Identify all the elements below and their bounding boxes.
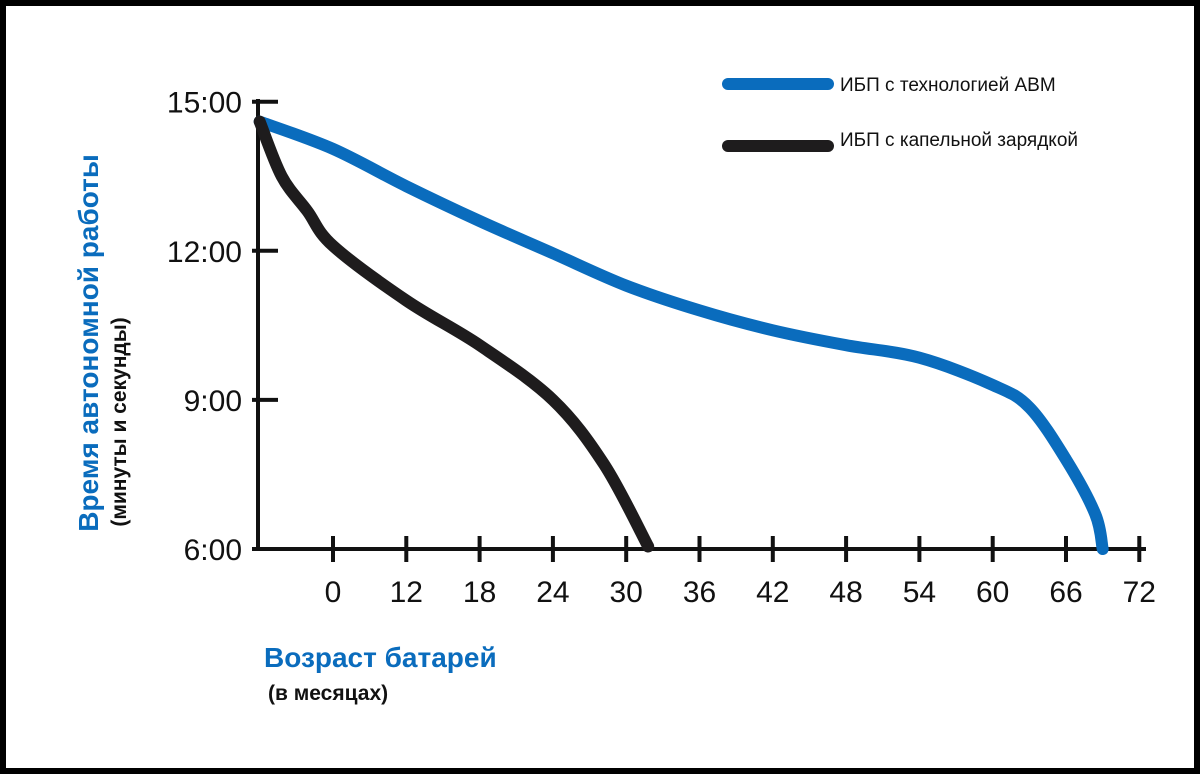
x-tick-label: 0 <box>325 576 342 609</box>
y-tick-label: 9:00 <box>184 385 242 418</box>
x-ticks: 0 12 18 24 30 36 42 48 54 60 66 72 <box>325 536 1156 609</box>
legend-label-abm: ИБП с технологией АВМ <box>840 75 1056 96</box>
x-tick-label: 18 <box>463 576 496 609</box>
series-lines <box>253 115 1109 555</box>
x-axis-unit: (в месяцах) <box>268 682 388 705</box>
y-tick-label: 6:00 <box>184 534 242 567</box>
legend: ИБП с технологией АВМ ИБП с капельной за… <box>722 75 1078 152</box>
x-axis-title: Возраст батарей <box>264 642 497 673</box>
x-tick-label: 60 <box>976 576 1009 609</box>
y-tick-label: 12:00 <box>167 236 242 269</box>
x-tick-label: 54 <box>903 576 936 609</box>
y-axis-unit: (минуты и секунды) <box>108 317 131 526</box>
y-ticks: 6:00 9:00 12:00 15:00 <box>167 87 278 567</box>
x-tick-label: 48 <box>829 576 862 609</box>
series-line-trickle <box>253 115 655 553</box>
y-axis-title: Время автономной работы <box>73 154 104 532</box>
x-tick-label: 12 <box>390 576 423 609</box>
legend-label-trickle: ИБП с капельной зарядкой <box>840 130 1078 151</box>
y-axis-title-group: Время автономной работы (минуты и секунд… <box>73 154 131 532</box>
x-tick-label: 36 <box>683 576 716 609</box>
y-tick-label: 15:00 <box>167 87 242 120</box>
x-tick-label: 66 <box>1049 576 1082 609</box>
x-tick-label: 72 <box>1123 576 1156 609</box>
chart-frame: Время автономной работы (минуты и секунд… <box>6 6 1194 768</box>
x-tick-label: 42 <box>756 576 789 609</box>
series-line-abm <box>253 115 1109 555</box>
x-tick-label: 30 <box>610 576 643 609</box>
chart: Время автономной работы (минуты и секунд… <box>73 75 1156 705</box>
x-tick-label: 24 <box>536 576 569 609</box>
